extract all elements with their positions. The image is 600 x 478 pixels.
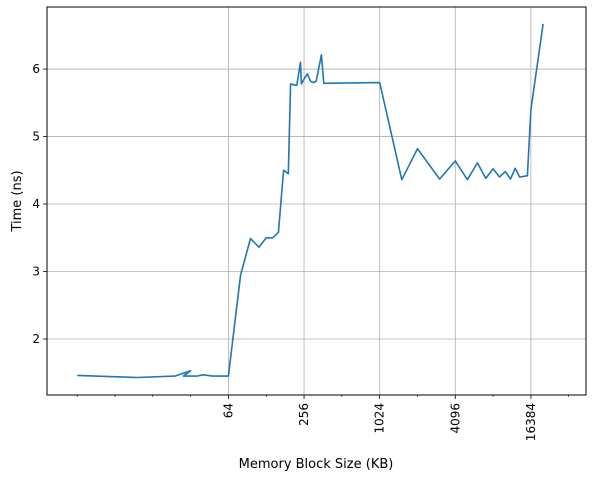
- series-line: [77, 23, 544, 379]
- plot-frame: [46, 6, 587, 396]
- y-tick-label: 3: [32, 265, 40, 279]
- x-axis-label: Memory Block Size (KB): [239, 457, 394, 472]
- grid-lines: [47, 7, 586, 395]
- x-tick-label: 4096: [448, 403, 462, 434]
- y-tick-label: 2: [32, 332, 40, 346]
- x-tick-label: 16384: [524, 403, 538, 441]
- y-tick-label: 4: [32, 197, 40, 211]
- y-axis-label: Time (ns): [10, 170, 25, 232]
- y-tick-label: 5: [32, 130, 40, 144]
- y-tick-label: 6: [32, 62, 40, 76]
- series-layer: [77, 23, 544, 379]
- x-tick-label: 64: [221, 403, 235, 418]
- x-tick-label: 256: [297, 403, 311, 426]
- x-tick-label: 1024: [373, 403, 387, 434]
- axis-ticks: 64 256 1024 4096 16384 2 3 4 5 6: [32, 62, 569, 441]
